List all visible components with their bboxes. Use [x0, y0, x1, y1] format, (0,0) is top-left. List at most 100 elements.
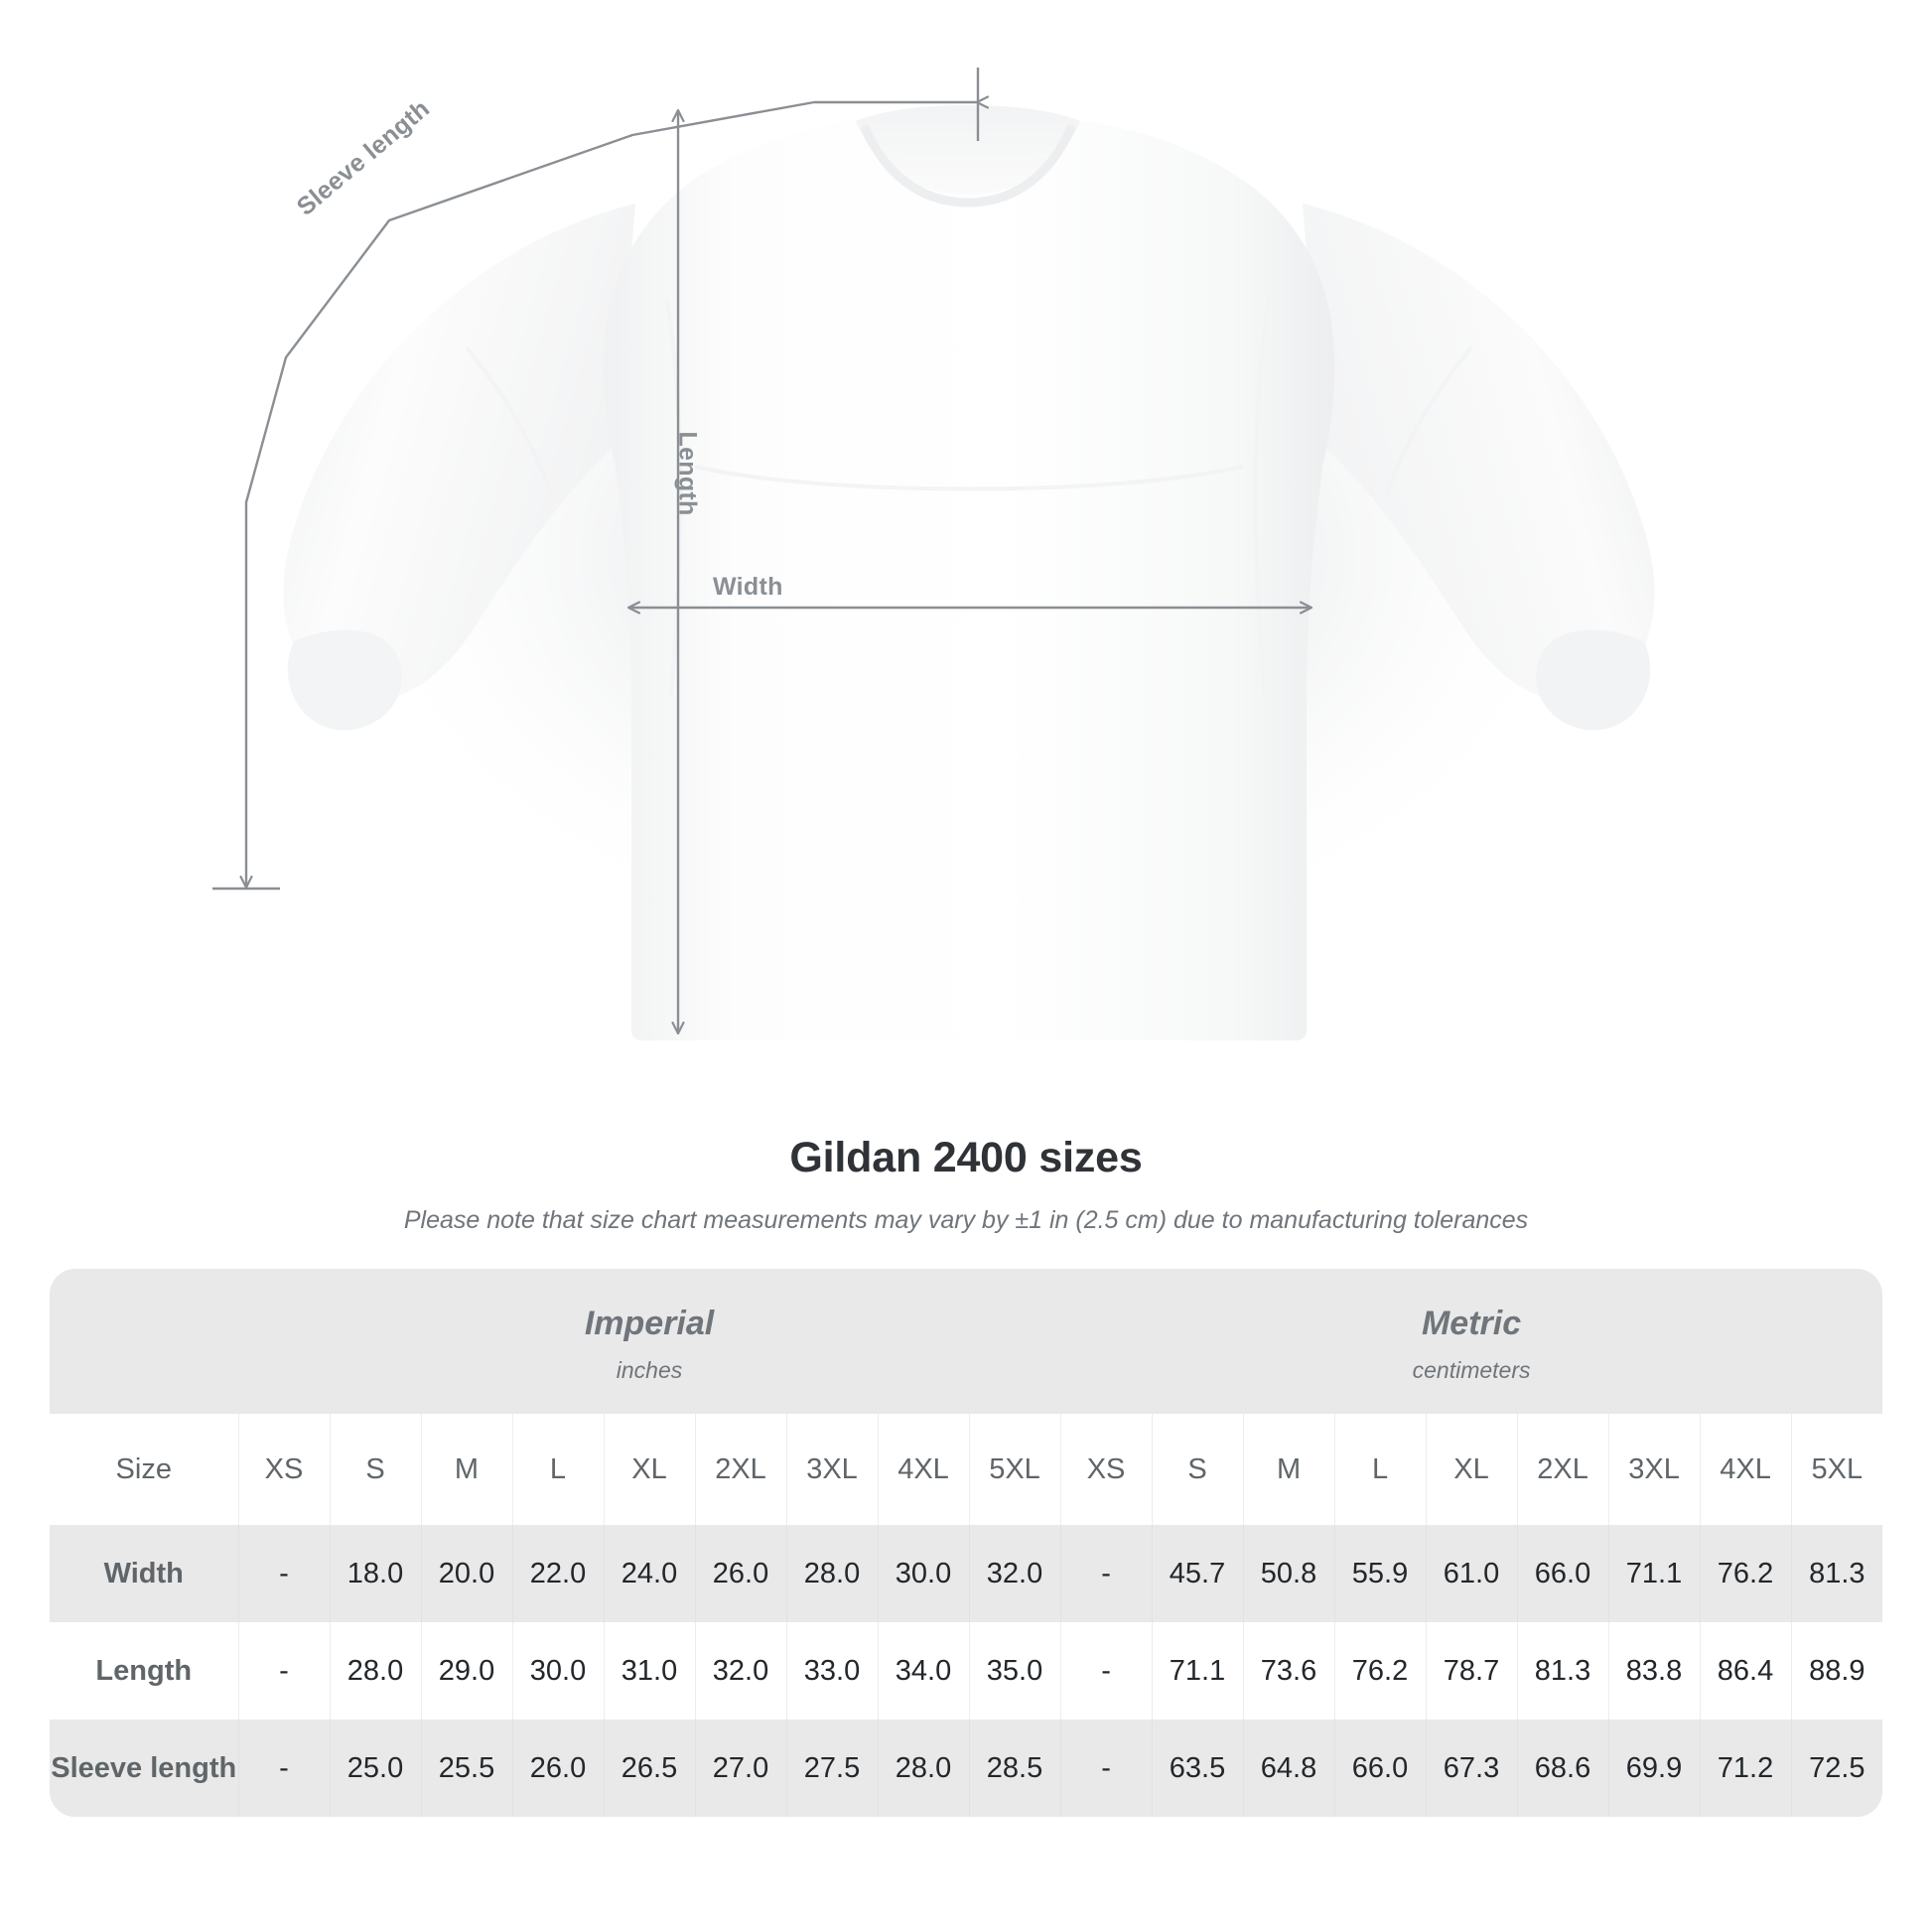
header-metric-4xl: 4XL [1699, 1414, 1792, 1525]
table-row: Width - 18.0 20.0 22.0 24.0 26.0 28.0 30… [50, 1525, 1882, 1622]
cell-width-imperial-5xl: 32.0 [968, 1525, 1061, 1622]
garment-illustration: Sleeve length Length Width [212, 68, 1655, 1040]
cell-length-metric-s: 71.1 [1151, 1622, 1244, 1720]
cell-length-imperial-m: 29.0 [420, 1622, 512, 1720]
title-block: Gildan 2400 sizes Please note that size … [0, 1134, 1932, 1235]
cell-width-imperial-m: 20.0 [420, 1525, 512, 1622]
length-label: Length [673, 431, 702, 516]
cell-width-metric-xl: 61.0 [1425, 1525, 1518, 1622]
right-cuff [1536, 629, 1651, 731]
cell-length-metric-5xl: 88.9 [1790, 1622, 1882, 1720]
cell-width-metric-l: 55.9 [1333, 1525, 1427, 1622]
cell-length-imperial-l: 30.0 [511, 1622, 604, 1720]
unit-imperial: Imperial inches [238, 1269, 1061, 1414]
header-metric-l: L [1333, 1414, 1427, 1525]
width-label: Width [713, 573, 783, 601]
unit-banner-row: Imperial inches Metric centimeters [50, 1269, 1882, 1414]
size-table: Imperial inches Metric centimeters Size … [50, 1269, 1882, 1817]
cell-sleeve-metric-5xl: 72.5 [1790, 1720, 1882, 1817]
cell-width-imperial-xs: - [237, 1525, 330, 1622]
header-imperial-xs: XS [237, 1414, 330, 1525]
cell-length-imperial-5xl: 35.0 [968, 1622, 1061, 1720]
tshirt-svg [212, 68, 1655, 1040]
cell-width-metric-4xl: 76.2 [1699, 1525, 1792, 1622]
header-imperial-2xl: 2XL [694, 1414, 786, 1525]
unit-metric-name: Metric [1421, 1305, 1522, 1342]
header-imperial-5xl: 5XL [968, 1414, 1061, 1525]
cell-length-imperial-xl: 31.0 [603, 1622, 695, 1720]
cell-sleeve-metric-m: 64.8 [1242, 1720, 1335, 1817]
cell-length-metric-l: 76.2 [1333, 1622, 1427, 1720]
table-row: Sleeve length - 25.0 25.5 26.0 26.5 27.0… [50, 1720, 1882, 1817]
size-table-container: Imperial inches Metric centimeters Size … [50, 1269, 1882, 1817]
unit-metric: Metric centimeters [1060, 1269, 1882, 1414]
cell-sleeve-imperial-xs: - [237, 1720, 330, 1817]
header-imperial-s: S [329, 1414, 421, 1525]
header-metric-xl: XL [1425, 1414, 1518, 1525]
cell-sleeve-imperial-4xl: 28.0 [877, 1720, 969, 1817]
header-metric-s: S [1151, 1414, 1244, 1525]
cell-length-metric-4xl: 86.4 [1699, 1622, 1792, 1720]
cell-width-metric-5xl: 81.3 [1790, 1525, 1882, 1622]
cell-width-imperial-l: 22.0 [511, 1525, 604, 1622]
header-size-label: Size [50, 1414, 238, 1525]
cell-sleeve-imperial-s: 25.0 [329, 1720, 421, 1817]
tolerance-note: Please note that size chart measurements… [403, 1206, 1529, 1234]
sleeve-length-dimension [212, 68, 978, 891]
header-imperial-4xl: 4XL [877, 1414, 969, 1525]
cell-length-imperial-2xl: 32.0 [694, 1622, 786, 1720]
cell-length-metric-2xl: 81.3 [1516, 1622, 1609, 1720]
header-metric-2xl: 2XL [1516, 1414, 1609, 1525]
cell-sleeve-imperial-m: 25.5 [420, 1720, 512, 1817]
unit-metric-sub: centimeters [1412, 1357, 1531, 1383]
header-metric-xs: XS [1059, 1414, 1153, 1525]
table-row: Length - 28.0 29.0 30.0 31.0 32.0 33.0 3… [50, 1622, 1882, 1720]
cell-width-metric-m: 50.8 [1242, 1525, 1335, 1622]
cell-sleeve-imperial-2xl: 27.0 [694, 1720, 786, 1817]
cell-length-metric-3xl: 83.8 [1607, 1622, 1701, 1720]
cell-width-metric-s: 45.7 [1151, 1525, 1244, 1622]
header-imperial-m: M [420, 1414, 512, 1525]
cell-length-imperial-3xl: 33.0 [785, 1622, 878, 1720]
cell-width-metric-3xl: 71.1 [1607, 1525, 1701, 1622]
cell-length-imperial-xs: - [237, 1622, 330, 1720]
cell-width-imperial-2xl: 26.0 [694, 1525, 786, 1622]
cell-sleeve-imperial-3xl: 27.5 [785, 1720, 878, 1817]
cell-width-metric-2xl: 66.0 [1516, 1525, 1609, 1622]
header-imperial-3xl: 3XL [785, 1414, 878, 1525]
row-label-width: Width [50, 1525, 238, 1622]
cell-sleeve-metric-xl: 67.3 [1425, 1720, 1518, 1817]
header-imperial-xl: XL [603, 1414, 695, 1525]
unit-imperial-sub: inches [616, 1357, 683, 1383]
cell-sleeve-imperial-l: 26.0 [511, 1720, 604, 1817]
cell-width-imperial-3xl: 28.0 [785, 1525, 878, 1622]
cell-sleeve-metric-s: 63.5 [1151, 1720, 1244, 1817]
cell-width-imperial-xl: 24.0 [603, 1525, 695, 1622]
cell-length-metric-m: 73.6 [1242, 1622, 1335, 1720]
right-sleeve [1303, 204, 1655, 703]
unit-spacer [50, 1269, 238, 1414]
cell-sleeve-imperial-xl: 26.5 [603, 1720, 695, 1817]
cell-width-imperial-s: 18.0 [329, 1525, 421, 1622]
cell-length-imperial-s: 28.0 [329, 1622, 421, 1720]
page-title: Gildan 2400 sizes [789, 1134, 1143, 1181]
cell-sleeve-metric-4xl: 71.2 [1699, 1720, 1792, 1817]
cell-length-imperial-4xl: 34.0 [877, 1622, 969, 1720]
cell-width-metric-xs: - [1059, 1525, 1153, 1622]
cell-sleeve-metric-2xl: 68.6 [1516, 1720, 1609, 1817]
cell-sleeve-metric-l: 66.0 [1333, 1720, 1427, 1817]
size-table-body: Imperial inches Metric centimeters Size … [50, 1269, 1882, 1817]
header-metric-3xl: 3XL [1607, 1414, 1701, 1525]
size-header-row: Size XS S M L XL 2XL 3XL 4XL 5XL XS S M … [50, 1414, 1882, 1525]
cell-sleeve-metric-3xl: 69.9 [1607, 1720, 1701, 1817]
row-label-length: Length [50, 1622, 238, 1720]
cell-width-imperial-4xl: 30.0 [877, 1525, 969, 1622]
cell-sleeve-metric-xs: - [1059, 1720, 1153, 1817]
row-label-sleeve-length: Sleeve length [50, 1720, 238, 1817]
header-metric-m: M [1242, 1414, 1335, 1525]
header-metric-5xl: 5XL [1790, 1414, 1882, 1525]
cell-length-metric-xl: 78.7 [1425, 1622, 1518, 1720]
cell-sleeve-imperial-5xl: 28.5 [968, 1720, 1061, 1817]
unit-imperial-name: Imperial [584, 1305, 715, 1342]
